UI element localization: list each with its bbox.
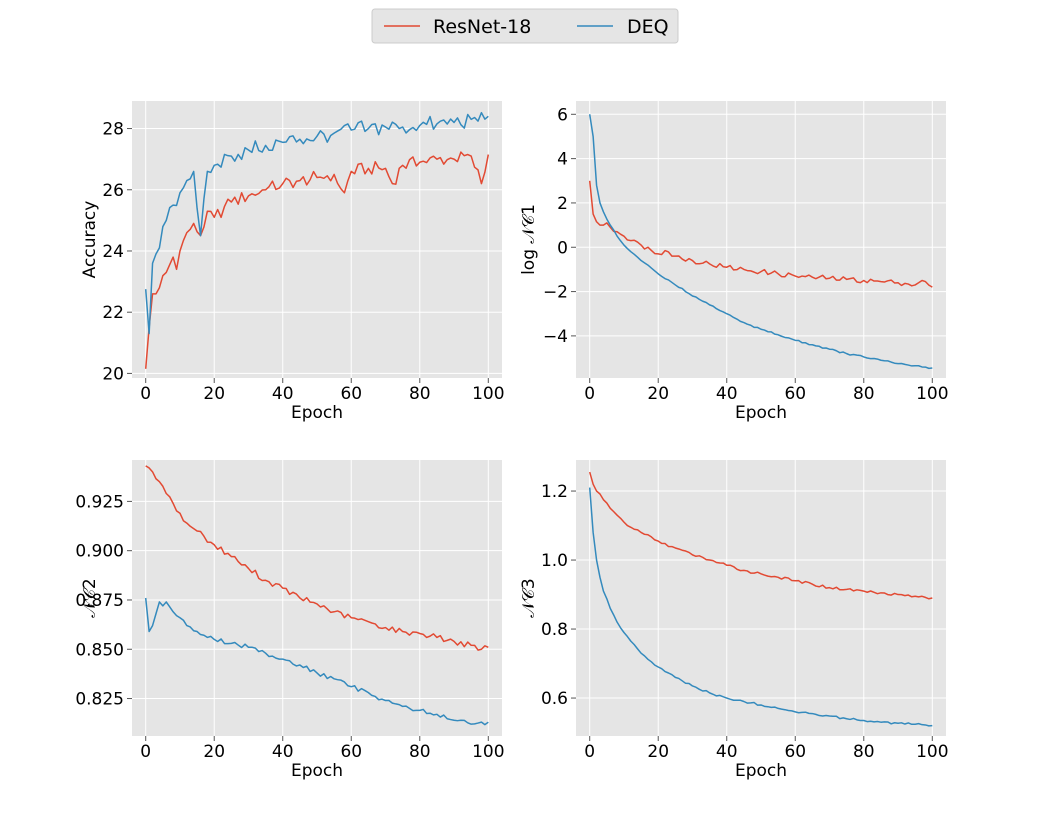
x-tick-label: 40 bbox=[272, 742, 294, 762]
x-tick-label: 60 bbox=[784, 384, 806, 404]
x-tick-label: 80 bbox=[409, 384, 431, 404]
x-tick-label: 0 bbox=[584, 742, 595, 762]
subplot-2: 0 20 40 60 80 100 −4 −2 0 2 4 6 Epoch log 𝒩𝒞1 bbox=[519, 101, 949, 423]
y-tick-label: 0 bbox=[557, 238, 568, 258]
x-tick-label: 20 bbox=[647, 742, 669, 762]
x-tick-label: 60 bbox=[784, 742, 806, 762]
y-tick-label: 28 bbox=[102, 120, 124, 140]
x-tick-label: 20 bbox=[203, 742, 225, 762]
y-tick-label: 0.825 bbox=[75, 690, 124, 710]
y-tick-label: 26 bbox=[102, 181, 124, 201]
legend: ResNet-18 DEQ bbox=[371, 8, 679, 44]
legend-label-deq: DEQ bbox=[627, 16, 669, 38]
series-line-resnet-18 bbox=[144, 151, 490, 369]
x-axis-label: Epoch bbox=[291, 761, 343, 781]
y-axis-label: Accuracy bbox=[80, 201, 100, 279]
y-tick-label: 0.6 bbox=[541, 689, 568, 709]
y-tick-label: 0.900 bbox=[75, 542, 124, 562]
series-line-deq bbox=[144, 111, 489, 335]
series-line-deq bbox=[588, 487, 933, 727]
y-tick-label: 1.0 bbox=[541, 551, 568, 571]
subplot-3: 0 20 40 60 80 100 0.825 0.850 0.875 0.900 0.925 Epo… bbox=[75, 460, 505, 781]
y-tick-label: −4 bbox=[543, 327, 568, 347]
x-tick-label: 0 bbox=[584, 384, 595, 404]
x-axis-label: Epoch bbox=[291, 403, 343, 423]
plot-area bbox=[132, 101, 502, 378]
x-tick-label: 60 bbox=[340, 742, 362, 762]
x-tick-label: 60 bbox=[340, 384, 362, 404]
x-tick-label: 0 bbox=[140, 742, 151, 762]
y-tick-label: 2 bbox=[557, 194, 568, 214]
y-tick-label: 0.850 bbox=[75, 640, 124, 660]
legend-label-resnet-18: ResNet-18 bbox=[433, 16, 531, 38]
plot-area bbox=[576, 101, 946, 378]
series-line-deq bbox=[144, 597, 489, 726]
series-line-deq bbox=[588, 114, 933, 370]
y-tick-label: 1.2 bbox=[541, 482, 568, 502]
series-line-resnet-18 bbox=[588, 180, 933, 288]
x-tick-label: 100 bbox=[472, 384, 504, 404]
x-tick-label: 80 bbox=[853, 742, 875, 762]
subplot-4: 0 20 40 60 80 100 0.6 0.8 1.0 1.2 Epoch 𝒩𝒞3 bbox=[519, 460, 949, 781]
x-tick-label: 100 bbox=[472, 742, 504, 762]
y-tick-label: 6 bbox=[557, 105, 568, 125]
series-line-resnet-18 bbox=[145, 465, 489, 651]
plot-area bbox=[132, 460, 502, 736]
y-tick-label: 20 bbox=[102, 364, 124, 384]
y-tick-label: 22 bbox=[102, 303, 124, 323]
x-tick-label: 100 bbox=[916, 742, 948, 762]
y-tick-label: 0.8 bbox=[541, 620, 568, 640]
x-tick-label: 40 bbox=[716, 384, 738, 404]
subplot-1: 0 20 40 60 80 100 20 22 24 26 28 Epoch Accuracy bbox=[80, 101, 505, 423]
x-tick-label: 80 bbox=[409, 742, 431, 762]
y-tick-label: 0.925 bbox=[75, 492, 124, 512]
x-axis-label: Epoch bbox=[735, 403, 787, 423]
x-tick-label: 0 bbox=[140, 384, 151, 404]
x-tick-label: 40 bbox=[716, 742, 738, 762]
y-tick-label: 4 bbox=[557, 150, 568, 170]
x-tick-label: 20 bbox=[647, 384, 669, 404]
plot-area bbox=[576, 460, 946, 736]
legend-box bbox=[371, 8, 679, 44]
y-axis-label: 𝒩𝒞3 bbox=[519, 578, 539, 618]
y-tick-label: 24 bbox=[102, 242, 124, 262]
x-tick-label: 100 bbox=[916, 384, 948, 404]
y-tick-label: −2 bbox=[543, 283, 568, 303]
y-tick-label: 0.875 bbox=[75, 591, 124, 611]
x-tick-label: 40 bbox=[272, 384, 294, 404]
y-axis-label: 𝒩𝒞2 bbox=[80, 578, 100, 618]
y-axis-label: log 𝒩𝒞1 bbox=[519, 204, 539, 275]
x-tick-label: 80 bbox=[853, 384, 875, 404]
x-axis-label: Epoch bbox=[735, 761, 787, 781]
x-tick-label: 20 bbox=[203, 384, 225, 404]
series-line-resnet-18 bbox=[588, 471, 933, 600]
